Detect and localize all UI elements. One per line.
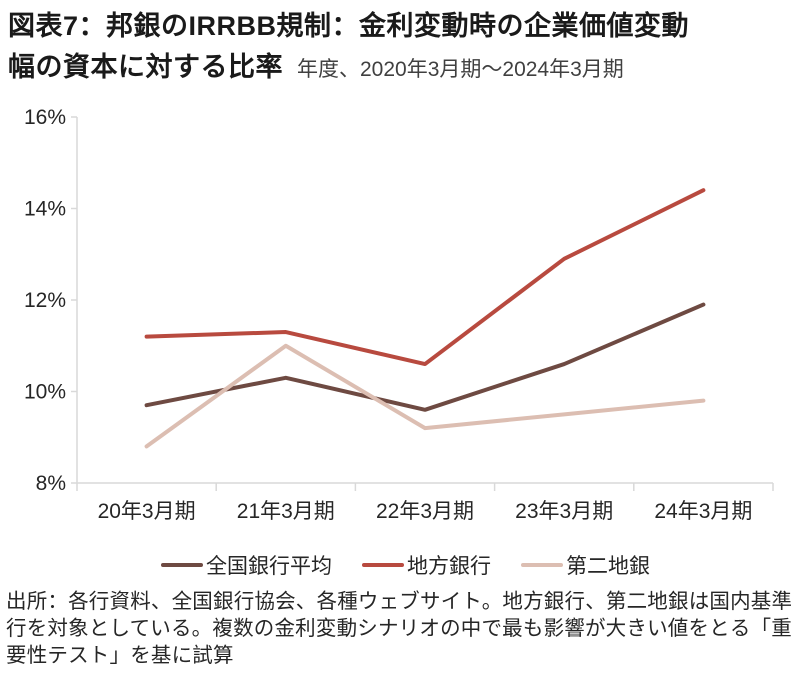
y-axis-label: 16% (24, 106, 66, 129)
series-line-0 (144, 302, 706, 412)
legend-item-0: 全国銀行平均 (161, 550, 332, 580)
legend-label: 全国銀行平均 (206, 555, 332, 578)
source-note: 出所：各行資料、全国銀行協会、各種ウェブサイト。地方銀行、第二地銀は国内基準行を… (6, 590, 793, 667)
y-axis-label: 8% (36, 472, 66, 495)
y-axis-label: 14% (24, 198, 66, 221)
x-axis-label: 20年3月期 (98, 500, 196, 523)
y-axis-label: 10% (24, 381, 66, 404)
x-axis-label: 22年3月期 (376, 500, 474, 523)
line-chart: 8% 10% 12% 14% 16% 20年3月期 21年3月期 22年3月期 23年3月期 24… (0, 100, 811, 540)
legend-line-swatch (161, 563, 203, 567)
series-line-1 (144, 188, 706, 367)
legend-line-swatch (521, 563, 563, 567)
legend-item-2: 第二地銀 (521, 550, 650, 580)
legend-label: 地方銀行 (407, 555, 491, 578)
x-axis-label: 23年3月期 (515, 500, 613, 523)
legend-label: 第二地銀 (566, 555, 650, 578)
chart-legend: 全国銀行平均 地方銀行 第二地銀 (0, 550, 811, 580)
chart-subtitle: 年度、2020年3月期～2024年3月期 (297, 58, 624, 81)
chart-title-line1: 図表7：邦銀のIRRBB規制：金利変動時の企業価値変動 (8, 11, 690, 41)
chart-header: 図表7：邦銀のIRRBB規制：金利変動時の企業価値変動 幅の資本に対する比率 年度… (0, 0, 811, 90)
legend-item-1: 地方銀行 (362, 550, 491, 580)
x-axis-label: 24年3月期 (654, 500, 752, 523)
chart-title-line2: 幅の資本に対する比率 (8, 52, 283, 82)
legend-line-swatch (362, 563, 404, 567)
y-axis-label: 12% (24, 289, 66, 312)
line-chart-canvas: 8% 10% 12% 14% 16% 20年3月期 21年3月期 22年3月期 23年3月期 24… (24, 106, 774, 523)
x-axis-label: 21年3月期 (237, 500, 335, 523)
series-line-2 (144, 343, 706, 449)
